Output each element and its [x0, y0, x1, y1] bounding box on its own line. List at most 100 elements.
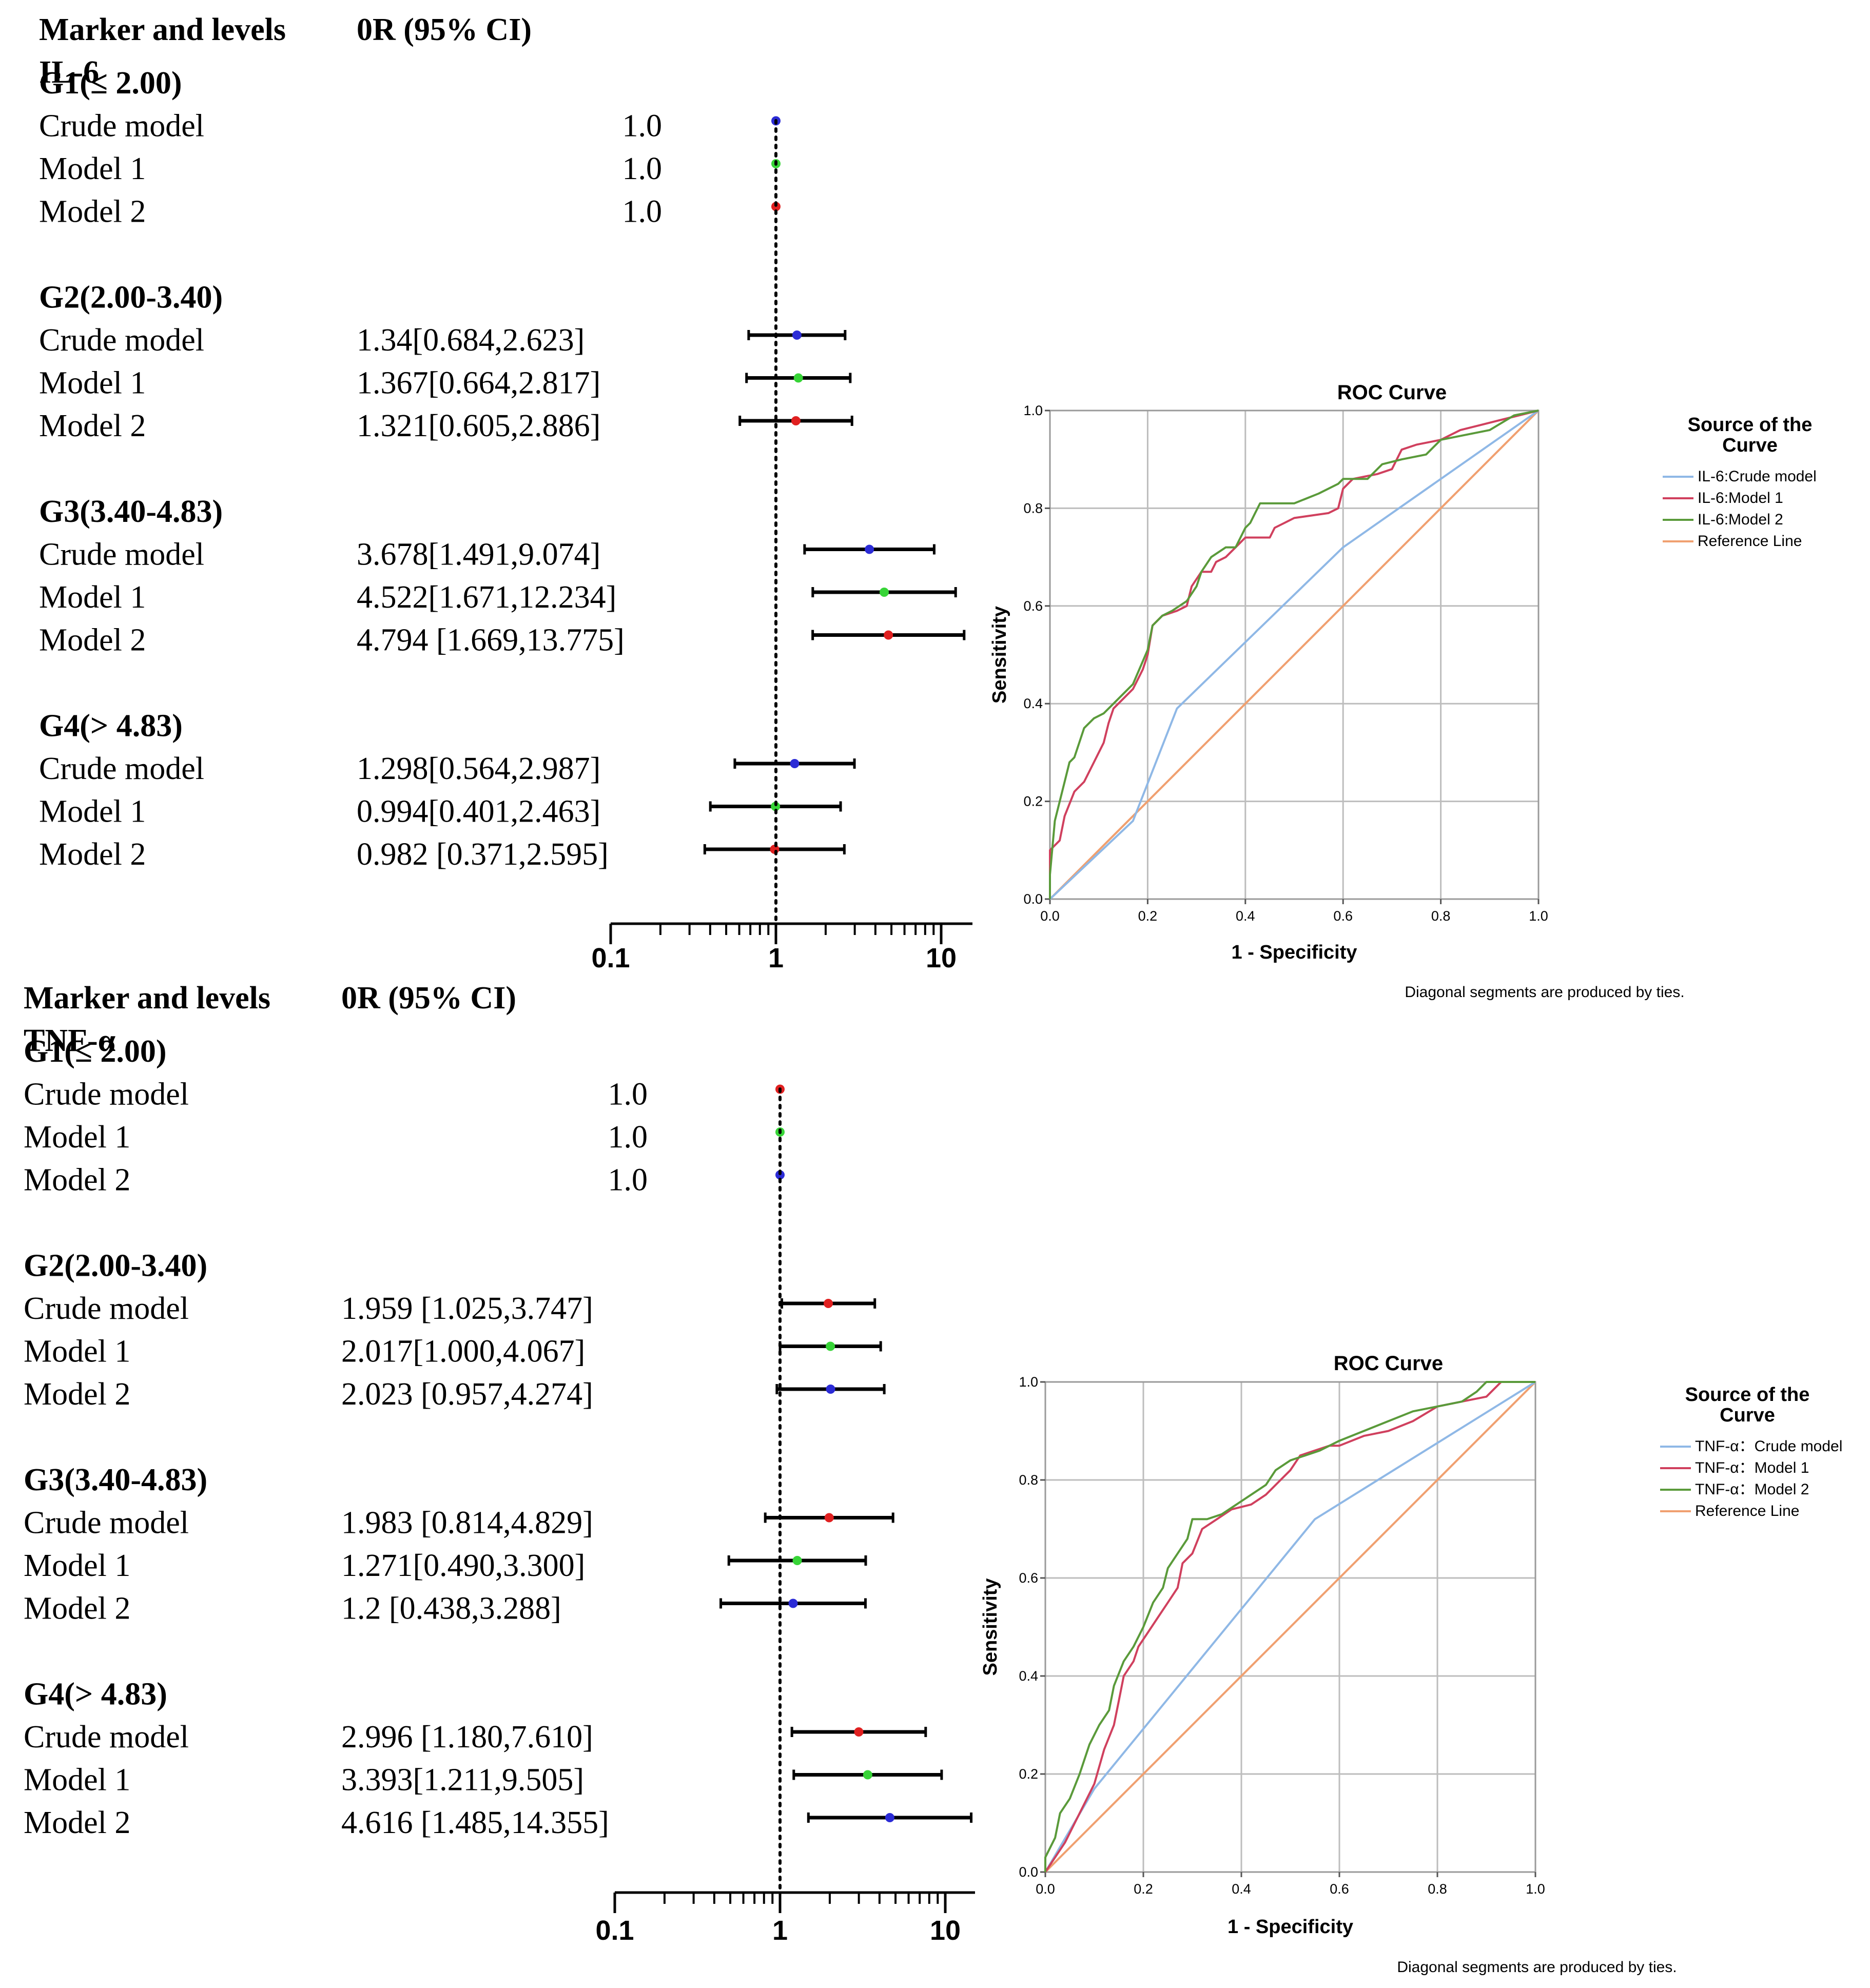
x-tick-label: 10	[930, 1915, 961, 1946]
row-or-text: 1.0	[622, 194, 663, 229]
x-tick-label: 0.8	[1431, 908, 1451, 924]
roc-title: ROC Curve	[1337, 381, 1447, 404]
row-model-label: Model 1	[39, 580, 146, 615]
or-point	[884, 630, 893, 640]
roc-series-line	[1044, 1381, 1536, 1873]
y-tick-label: 0.2	[1019, 1766, 1038, 1782]
y-axis-label: Sensitivity	[989, 606, 1010, 704]
y-tick-label: 0.6	[1019, 1570, 1038, 1586]
roc-chart-2: ROC Curve 0.00.0 0.2 0.2 0.4 0.4 0.6 0.6 0.8 0.8 1…	[980, 1352, 1842, 1976]
row-or-text: 4.794 [1.669,13.775]	[357, 623, 625, 658]
row-or-text: 1.0	[622, 151, 663, 186]
marker-label: TNF-α	[24, 1023, 115, 1058]
header-or-ci: 0R (95% CI)	[341, 981, 516, 1016]
y-tick-label: 0.6	[1023, 598, 1043, 614]
y-tick-label: 0.8	[1019, 1472, 1038, 1488]
legend-title-line-2: Curve	[1720, 1405, 1775, 1426]
y-tick-label: 1.0	[1019, 1374, 1038, 1390]
group-label: G2(2.00-3.40)	[39, 280, 223, 315]
legend-title: Source of the Curve	[1688, 414, 1813, 456]
x-tick-label: 1.0	[1526, 1881, 1545, 1897]
x-tick-label: 0.4	[1236, 908, 1255, 924]
row-or-text: 1.34[0.684,2.623]	[357, 323, 585, 358]
row-model-label: Crude model	[39, 537, 204, 572]
row-model-label: Crude model	[24, 1077, 189, 1112]
group-label: G4(> 4.83)	[39, 709, 183, 744]
legend-entry: TNF-α：Crude model	[1695, 1438, 1842, 1455]
row-or-text: 1.959 [1.025,3.747]	[341, 1291, 593, 1326]
legend-entry: Reference Line	[1698, 533, 1802, 550]
legend-entry: IL-6:Crude model	[1698, 468, 1817, 485]
x-tick-label: 1	[772, 1915, 788, 1946]
x-tick-label: 0.4	[1232, 1881, 1251, 1897]
roc-series-line	[1049, 410, 1540, 900]
plot-frame	[1049, 410, 1540, 900]
row-model-label: Model 1	[39, 366, 146, 401]
row-model-label: Crude model	[39, 109, 204, 144]
legend-entry: IL-6:Model 2	[1698, 511, 1783, 528]
group-label: G2(2.00-3.40)	[24, 1249, 207, 1283]
row-model-label: Model 2	[24, 1591, 130, 1626]
row-or-text: 1.271[0.490,3.300]	[341, 1548, 585, 1583]
roc-series-line	[1044, 1381, 1536, 1873]
y-tick-label: 0.4	[1023, 696, 1043, 711]
group-label: G3(3.40-4.83)	[24, 1463, 207, 1497]
legend-entry: Reference Line	[1695, 1503, 1799, 1519]
x-tick-label: 0.1	[595, 1915, 634, 1946]
or-point	[824, 1299, 833, 1308]
group-label: G1(≤ 2.00)	[39, 66, 182, 101]
roc-series-line	[1049, 410, 1540, 900]
legend-entry: TNF-α：Model 1	[1695, 1459, 1809, 1476]
row-or-text: 3.393[1.211,9.505]	[341, 1763, 584, 1798]
header-marker-levels: Marker and levels	[39, 12, 286, 47]
row-model-label: Model 2	[39, 408, 146, 443]
row-model-label: Model 1	[39, 794, 146, 829]
x-tick-label: 0.0	[1040, 908, 1060, 924]
x-tick-label: 0.2	[1138, 908, 1158, 924]
row-model-label: Model 2	[24, 1377, 130, 1412]
row-model-label: Model 1	[24, 1763, 130, 1798]
plot-frame	[1044, 1381, 1536, 1873]
row-or-text: 1.2 [0.438,3.288]	[341, 1591, 561, 1626]
row-or-text: 1.983 [0.814,4.829]	[341, 1506, 593, 1541]
or-point	[863, 1770, 872, 1780]
row-or-text: 2.996 [1.180,7.610]	[341, 1720, 593, 1755]
x-tick-label: 0.6	[1330, 1881, 1349, 1897]
y-tick-label: 0.0	[1023, 891, 1043, 907]
row-or-text: 2.017[1.000,4.067]	[341, 1334, 585, 1369]
roc-legend: Source of the Curve TNF-α：Crude model TNF-α…	[1660, 1384, 1842, 1519]
group-label: G4(> 4.83)	[24, 1677, 167, 1712]
row-model-label: Crude model	[39, 323, 204, 358]
row-model-label: Model 2	[24, 1805, 130, 1840]
y-tick-label: 1.0	[1023, 403, 1043, 418]
row-or-text: 4.522[1.671,12.234]	[357, 580, 616, 615]
y-tick-label: 0.0	[1019, 1864, 1038, 1880]
x-tick-label: 0.8	[1428, 1881, 1447, 1897]
roc-title: ROC Curve	[1334, 1352, 1443, 1375]
row-or-text: 4.616 [1.485,14.355]	[341, 1805, 609, 1840]
x-tick-label: 1.0	[1529, 908, 1548, 924]
x-tick-label: 0.6	[1333, 908, 1353, 924]
x-axis-label: 1 - Specificity	[1228, 1916, 1353, 1938]
y-axis-label: Sensitivity	[980, 1578, 1001, 1675]
row-or-text: 1.367[0.664,2.817]	[357, 366, 600, 401]
roc-footnote: Diagonal segments are produced by ties.	[1397, 1959, 1677, 1976]
row-model-label: Crude model	[24, 1720, 189, 1755]
roc-chart-1: ROC Curve 0.00.0 0.2 0.2 0.4 0.4 0.6 0.6 0.8 0.8 1…	[989, 381, 1817, 1001]
row-or-text: 1.321[0.605,2.886]	[357, 408, 600, 443]
or-point	[880, 588, 889, 597]
or-point	[885, 1813, 894, 1822]
marker-label: IL-6	[39, 55, 99, 90]
y-tick-label: 0.2	[1023, 794, 1043, 809]
legend-title-line-1: Source of the	[1685, 1384, 1810, 1406]
x-tick-label: 1	[768, 943, 784, 973]
row-or-text: 1.0	[608, 1120, 648, 1155]
row-model-label: Model 1	[24, 1120, 130, 1155]
or-point	[854, 1727, 864, 1737]
roc-legend: Source of the Curve IL-6:Crude model IL-6:M…	[1663, 414, 1817, 550]
row-model-label: Model 1	[24, 1548, 130, 1583]
row-model-label: Model 2	[39, 837, 146, 872]
forest-plot-1: Marker and levels 0R (95% CI) IL-6G1(≤ 2.0…	[39, 12, 972, 973]
legend-entry: IL-6:Model 1	[1698, 490, 1783, 506]
